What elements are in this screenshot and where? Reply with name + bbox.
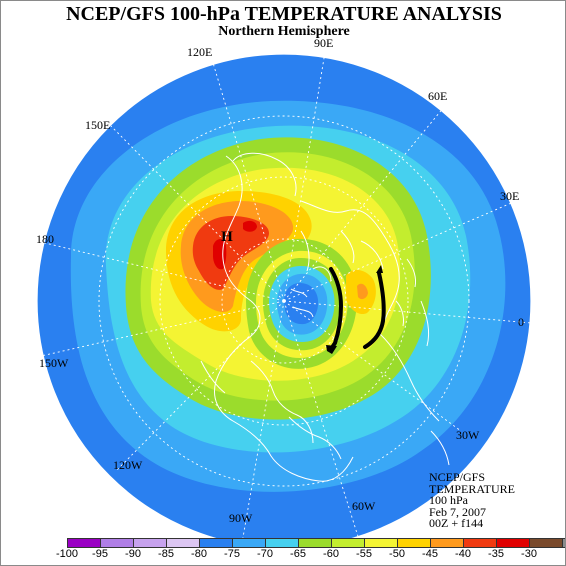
map-subtitle: Northern Hemisphere <box>218 24 350 39</box>
map-outline <box>36 53 532 549</box>
lon-label-60w: 60W <box>352 499 376 513</box>
lon-label-90e: 90E <box>314 36 334 50</box>
graticule <box>37 54 531 548</box>
lon-label-150e: 150E <box>85 118 111 132</box>
lon-label-120w: 120W <box>113 458 143 472</box>
trough-lines <box>329 267 386 351</box>
lon-label-90w: 90W <box>229 511 253 525</box>
colorbar-swatch <box>67 538 101 548</box>
lon-label-150w: 150W <box>39 356 69 370</box>
coastlines <box>200 152 450 482</box>
info-level: 100 hPa <box>429 493 468 507</box>
colorbar-tick-label: -50 <box>389 548 405 560</box>
colorbar-swatch <box>496 538 530 548</box>
colorbar-tick-label: -40 <box>455 548 471 560</box>
colorbar-swatch <box>232 538 266 548</box>
colorbar-swatch <box>166 538 200 548</box>
info-variable: TEMPERATURE <box>429 481 516 496</box>
map-title: NCEP/GFS 100-hPa TEMPERATURE ANALYSIS <box>66 3 502 25</box>
high-pressure-marker: H <box>221 229 233 245</box>
colorbar-tick-label: -35 <box>488 548 504 560</box>
colorbar-tick-label: -85 <box>158 548 174 560</box>
trough-arrowhead-west <box>326 345 337 354</box>
colorbar-swatch <box>298 538 332 548</box>
colorbar-swatch <box>133 538 167 548</box>
colorbar-tick-label: -95 <box>92 548 108 560</box>
info-date: Feb 7, 2007 <box>429 504 486 519</box>
colorbar-tick-label: -60 <box>323 548 339 560</box>
colorbar-swatch <box>100 538 134 548</box>
lon-label-180: 180 <box>36 232 54 246</box>
colorbar-swatch <box>397 538 431 548</box>
map-info-block: NCEP/GFS TEMPERATURE 100 hPa Feb 7, 2007… <box>429 470 516 530</box>
colorbar-tick-label: -70 <box>257 548 273 560</box>
colorbar-swatch <box>199 538 233 548</box>
colorbar-tick-label: -30 <box>521 548 537 560</box>
colorbar-swatch <box>265 538 299 548</box>
colorbar-tick-label: -75 <box>224 548 240 560</box>
colorbar-tick-label: -80 <box>191 548 207 560</box>
colorbar-swatch <box>529 538 563 548</box>
colorbar-tick-label: -45 <box>422 548 438 560</box>
info-model: NCEP/GFS <box>429 470 486 484</box>
lon-label-60e: 60E <box>428 89 448 103</box>
info-forecast-hour: 00Z + f144 <box>429 516 484 530</box>
colorbar-swatch <box>364 538 398 548</box>
colorbar-tick-label: -90 <box>125 548 141 560</box>
colorbar <box>67 538 565 548</box>
vortex-core-blue <box>284 283 319 325</box>
lon-label-120e: 120E <box>187 45 213 59</box>
trough-line-west <box>329 267 344 351</box>
colorbar-tick-label: -100 <box>55 548 79 560</box>
lon-label-30w: 30W <box>456 428 480 442</box>
contour-minus40 <box>192 216 269 290</box>
trough-arrowhead-east <box>376 265 383 273</box>
colorbar-tick-label: -65 <box>290 548 306 560</box>
colorbar-swatch <box>430 538 464 548</box>
colorbar-swatch <box>331 538 365 548</box>
colorbar-tick-label: -55 <box>356 548 372 560</box>
lon-label-0: 0 <box>518 315 524 329</box>
trough-line-east <box>363 271 386 349</box>
colorbar-swatch <box>562 538 565 548</box>
lon-label-30e: 30E <box>500 189 520 203</box>
colorbar-swatch <box>463 538 497 548</box>
